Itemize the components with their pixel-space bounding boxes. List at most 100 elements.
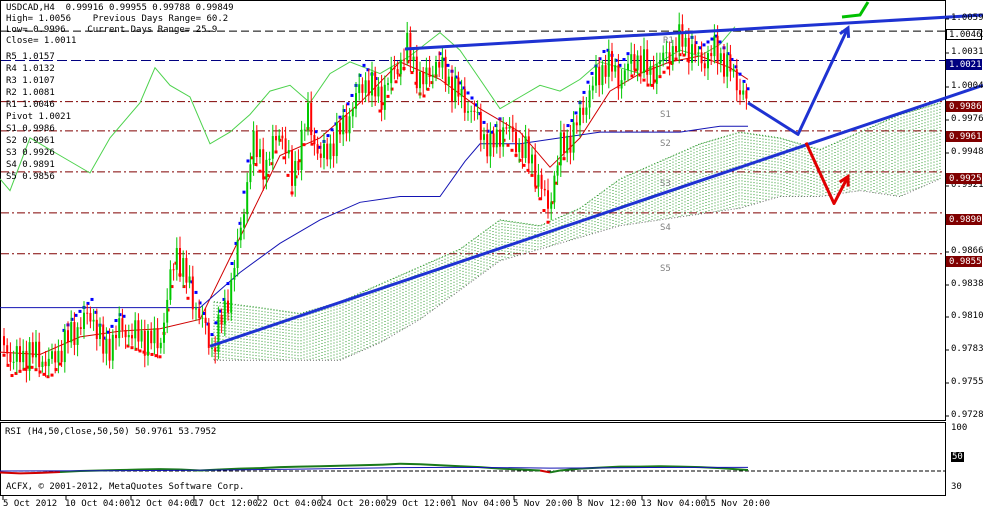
candle-body [633,54,636,71]
candle-body [188,276,191,283]
candle-body [291,150,293,186]
candle-body [185,258,188,283]
sar-dot [470,96,474,100]
candle-body [70,322,73,343]
candle-body [179,248,181,277]
candle-body [572,122,575,153]
rsi-segment [539,469,551,474]
sar-dot [318,145,322,149]
sar-dot [34,368,38,372]
candle-body [342,115,345,135]
candle-body [166,299,169,323]
candle-body [495,129,498,148]
sar-dot [42,372,46,376]
candle-body [559,132,562,166]
sar-dot [406,60,410,64]
rsi-segment [459,465,481,469]
candle-body [156,328,159,349]
sar-dot [270,162,274,166]
price-badge-s3: 0.99259 [946,173,983,184]
candle-body [175,248,178,270]
senkou-span-b [214,178,941,361]
sar-dot [286,173,290,177]
sar-dot [250,156,254,160]
candle-body [118,318,121,339]
rsi-segment [549,469,561,474]
candle-body [652,66,655,84]
candle-body [163,322,165,343]
candle-body [742,90,745,95]
candle-body [182,258,185,277]
candle-body [361,84,364,93]
level-tag-s5: S5 [660,264,671,274]
sar-dot [598,57,602,61]
rsi-segment [419,463,441,467]
sar-dot [398,73,402,77]
sar-dot [570,119,574,123]
candle-body [451,76,453,102]
pivot-label-pivot: Pivot 1.0021 [6,112,72,122]
candle-body [415,56,418,89]
pivot-lines [1,30,945,255]
level-tag-s2: S2 [660,139,671,149]
sar-dot [302,143,306,147]
candle-body [550,202,553,209]
candle-body [191,276,194,310]
candle-body [492,133,495,148]
sar-dot [70,317,74,321]
sar-dot [326,134,330,138]
candle-body [735,69,738,91]
candle-body [601,65,604,86]
candle-body [25,350,28,371]
sar-dot [2,353,6,357]
candle-body [646,49,649,75]
sar-dot [366,68,370,72]
candle-body [255,130,258,158]
candle-body [326,143,329,160]
sar-dot [582,90,586,94]
candle-body [447,76,450,85]
candle-body [729,54,732,72]
candle-body [54,351,57,363]
forecast-path-blue [747,27,850,136]
candle-body [6,345,9,354]
candle-body [607,51,610,77]
candle-body [351,108,354,117]
price-badge-s5: 0.98559 [946,256,983,267]
candle-body [239,227,242,241]
candle-body [131,335,133,339]
candle-body [303,129,306,131]
candle-body [639,55,642,73]
sar-dot [426,87,430,91]
candle-body [687,37,690,63]
sar-dot [446,63,450,67]
sar-dot [710,37,714,41]
sar-dot [746,87,750,91]
candle-body [697,52,700,55]
candle-body [393,67,396,70]
sar-dot [530,173,534,177]
senkou-span-a [213,102,941,315]
candle-body [531,154,533,164]
candle-body [431,74,434,77]
sar-dot [506,143,510,147]
sar-dot [454,75,458,79]
candle-body [614,65,617,72]
candle-body [364,80,367,93]
sar-dot [86,301,90,305]
sar-dot [490,130,494,134]
sar-dot [442,58,446,62]
candle-body [339,122,341,135]
candle-body [115,334,117,339]
candle-body [19,346,21,363]
candle-body [716,35,719,64]
high-range-line: High= 1.0056 Previous Days Range= 60.2 [6,14,229,24]
candle-body [313,135,316,145]
candle-body [467,111,469,113]
sar-dot [518,158,522,162]
candle-body [377,86,380,97]
candle-body [211,347,213,349]
